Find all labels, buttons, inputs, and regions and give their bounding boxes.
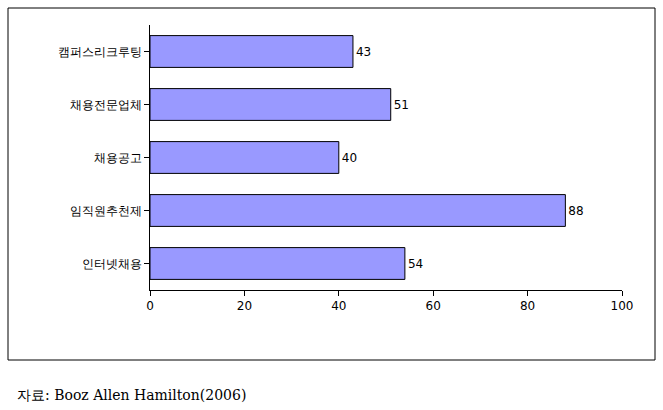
- svg-text:자료: Booz Allen Hamilton(2006): 자료: Booz Allen Hamilton(2006): [17, 387, 246, 403]
- svg-text:채용전문업체: 채용전문업체: [70, 98, 142, 112]
- svg-text:인터넷채용: 인터넷채용: [82, 257, 142, 271]
- svg-text:100: 100: [611, 299, 634, 313]
- svg-text:60: 60: [426, 299, 441, 313]
- svg-text:40: 40: [331, 299, 346, 313]
- svg-text:51: 51: [394, 98, 409, 112]
- svg-text:88: 88: [568, 204, 583, 218]
- svg-text:20: 20: [237, 299, 252, 313]
- svg-text:40: 40: [342, 151, 357, 165]
- svg-text:임직원추천제: 임직원추천제: [70, 204, 142, 218]
- svg-text:0: 0: [146, 299, 154, 313]
- svg-text:캠퍼스리크루팅: 캠퍼스리크루팅: [58, 45, 142, 59]
- svg-text:채용공고: 채용공고: [94, 151, 142, 165]
- svg-text:80: 80: [520, 299, 535, 313]
- svg-text:43: 43: [356, 45, 371, 59]
- svg-text:54: 54: [408, 257, 423, 271]
